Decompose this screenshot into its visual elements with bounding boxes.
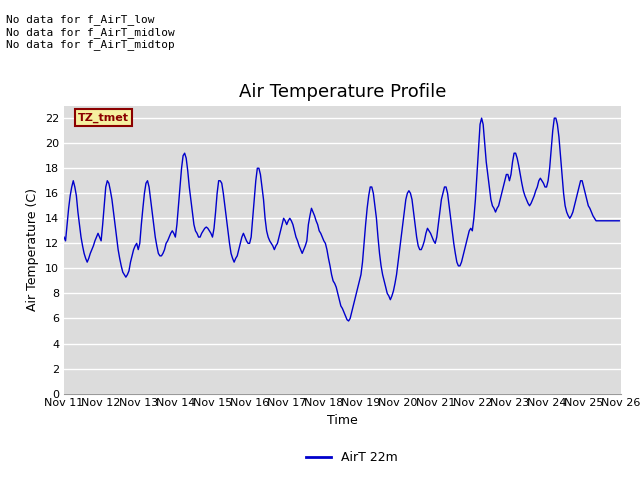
Text: No data for f_AirT_low
No data for f_AirT_midlow
No data for f_AirT_midtop: No data for f_AirT_low No data for f_Air… [6,14,175,50]
X-axis label: Time: Time [327,414,358,427]
Y-axis label: Air Temperature (C): Air Temperature (C) [26,188,39,311]
Legend: AirT 22m: AirT 22m [301,446,403,469]
Title: Air Temperature Profile: Air Temperature Profile [239,83,446,101]
Text: TZ_tmet: TZ_tmet [78,112,129,123]
